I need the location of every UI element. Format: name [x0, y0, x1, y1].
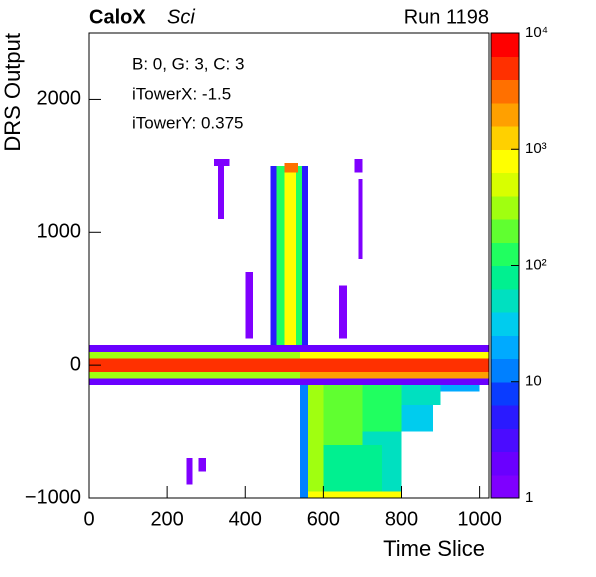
- color-scale-step: [491, 288, 519, 313]
- y-tick-label: 2000: [37, 88, 82, 110]
- info-box: [120, 45, 360, 140]
- z-tick-label: 10³: [525, 140, 547, 157]
- cell: [301, 165, 308, 346]
- color-scale-step: [491, 56, 519, 80]
- cell: [89, 351, 300, 359]
- y-tick-label: −1000: [25, 486, 81, 508]
- color-scale-step: [491, 149, 519, 173]
- cell: [296, 165, 302, 346]
- cell: [339, 285, 347, 339]
- cell: [381, 444, 402, 492]
- cell: [323, 444, 382, 492]
- color-scale-step: [491, 474, 519, 499]
- z-tick-label: 10⁴: [525, 24, 548, 41]
- color-scale-step: [491, 405, 519, 429]
- z-tick-label: 10²: [525, 256, 547, 273]
- cell: [401, 385, 441, 405]
- chart-title: CaloX: [89, 6, 146, 28]
- color-scale-step: [491, 381, 519, 406]
- color-scale-step: [491, 79, 519, 104]
- color-scale-step: [491, 102, 519, 127]
- cell: [307, 385, 324, 498]
- cell: [299, 351, 489, 359]
- x-tick-label: 600: [307, 508, 340, 530]
- color-scale-step: [491, 172, 519, 197]
- x-tick-label: 400: [229, 508, 262, 530]
- cell: [307, 491, 402, 498]
- annotation: B: 0, G: 3, C: 3: [132, 54, 244, 73]
- cell: [440, 385, 480, 392]
- cell: [89, 371, 300, 379]
- run-label: Run 1198: [404, 6, 489, 28]
- cell: [89, 378, 489, 386]
- x-tick-label: 1000: [457, 508, 502, 530]
- cell: [299, 385, 308, 498]
- y-tick-label: 0: [70, 353, 81, 375]
- color-scale-step: [491, 335, 519, 359]
- x-axis-label: Time Slice: [383, 536, 485, 561]
- cell: [186, 458, 193, 485]
- x-tick-label: 800: [385, 508, 418, 530]
- cell: [362, 431, 402, 445]
- z-tick-label: 10: [525, 373, 542, 390]
- color-scale-step: [491, 358, 519, 383]
- cell: [299, 371, 489, 379]
- cell: [276, 165, 285, 346]
- color-scale-step: [491, 451, 519, 476]
- cell: [284, 165, 297, 346]
- cell: [217, 165, 224, 219]
- y-tick-label: 1000: [37, 221, 82, 243]
- x-tick-label: 0: [83, 508, 94, 530]
- annotation: iTowerY: 0.375: [132, 113, 244, 132]
- cell: [354, 159, 363, 173]
- annotation: iTowerX: -1.5: [132, 84, 231, 103]
- color-scale-step: [491, 265, 519, 290]
- cell: [284, 163, 298, 173]
- color-scale-step: [491, 219, 519, 243]
- cell: [198, 458, 207, 472]
- cell: [358, 179, 363, 259]
- cell: [323, 385, 363, 445]
- color-scale-step: [491, 242, 519, 266]
- cell: [214, 159, 230, 166]
- color-scale-step: [491, 428, 519, 452]
- frame: [88, 32, 490, 499]
- cell: [401, 405, 433, 432]
- color-scale-step: [491, 312, 519, 336]
- color-scale-step: [491, 195, 519, 220]
- x-tick-label: 200: [150, 508, 183, 530]
- cell: [245, 272, 254, 339]
- color-scale-step: [491, 126, 519, 150]
- cell: [270, 165, 277, 346]
- y-axis-label: DRS Output: [0, 33, 25, 152]
- cells: [89, 159, 489, 498]
- z-tick-label: 1: [525, 489, 533, 506]
- chart-subtitle: Sci: [167, 6, 195, 28]
- cell: [89, 358, 489, 372]
- color-scale-step: [491, 33, 519, 57]
- cell: [362, 385, 402, 432]
- cell: [89, 345, 489, 352]
